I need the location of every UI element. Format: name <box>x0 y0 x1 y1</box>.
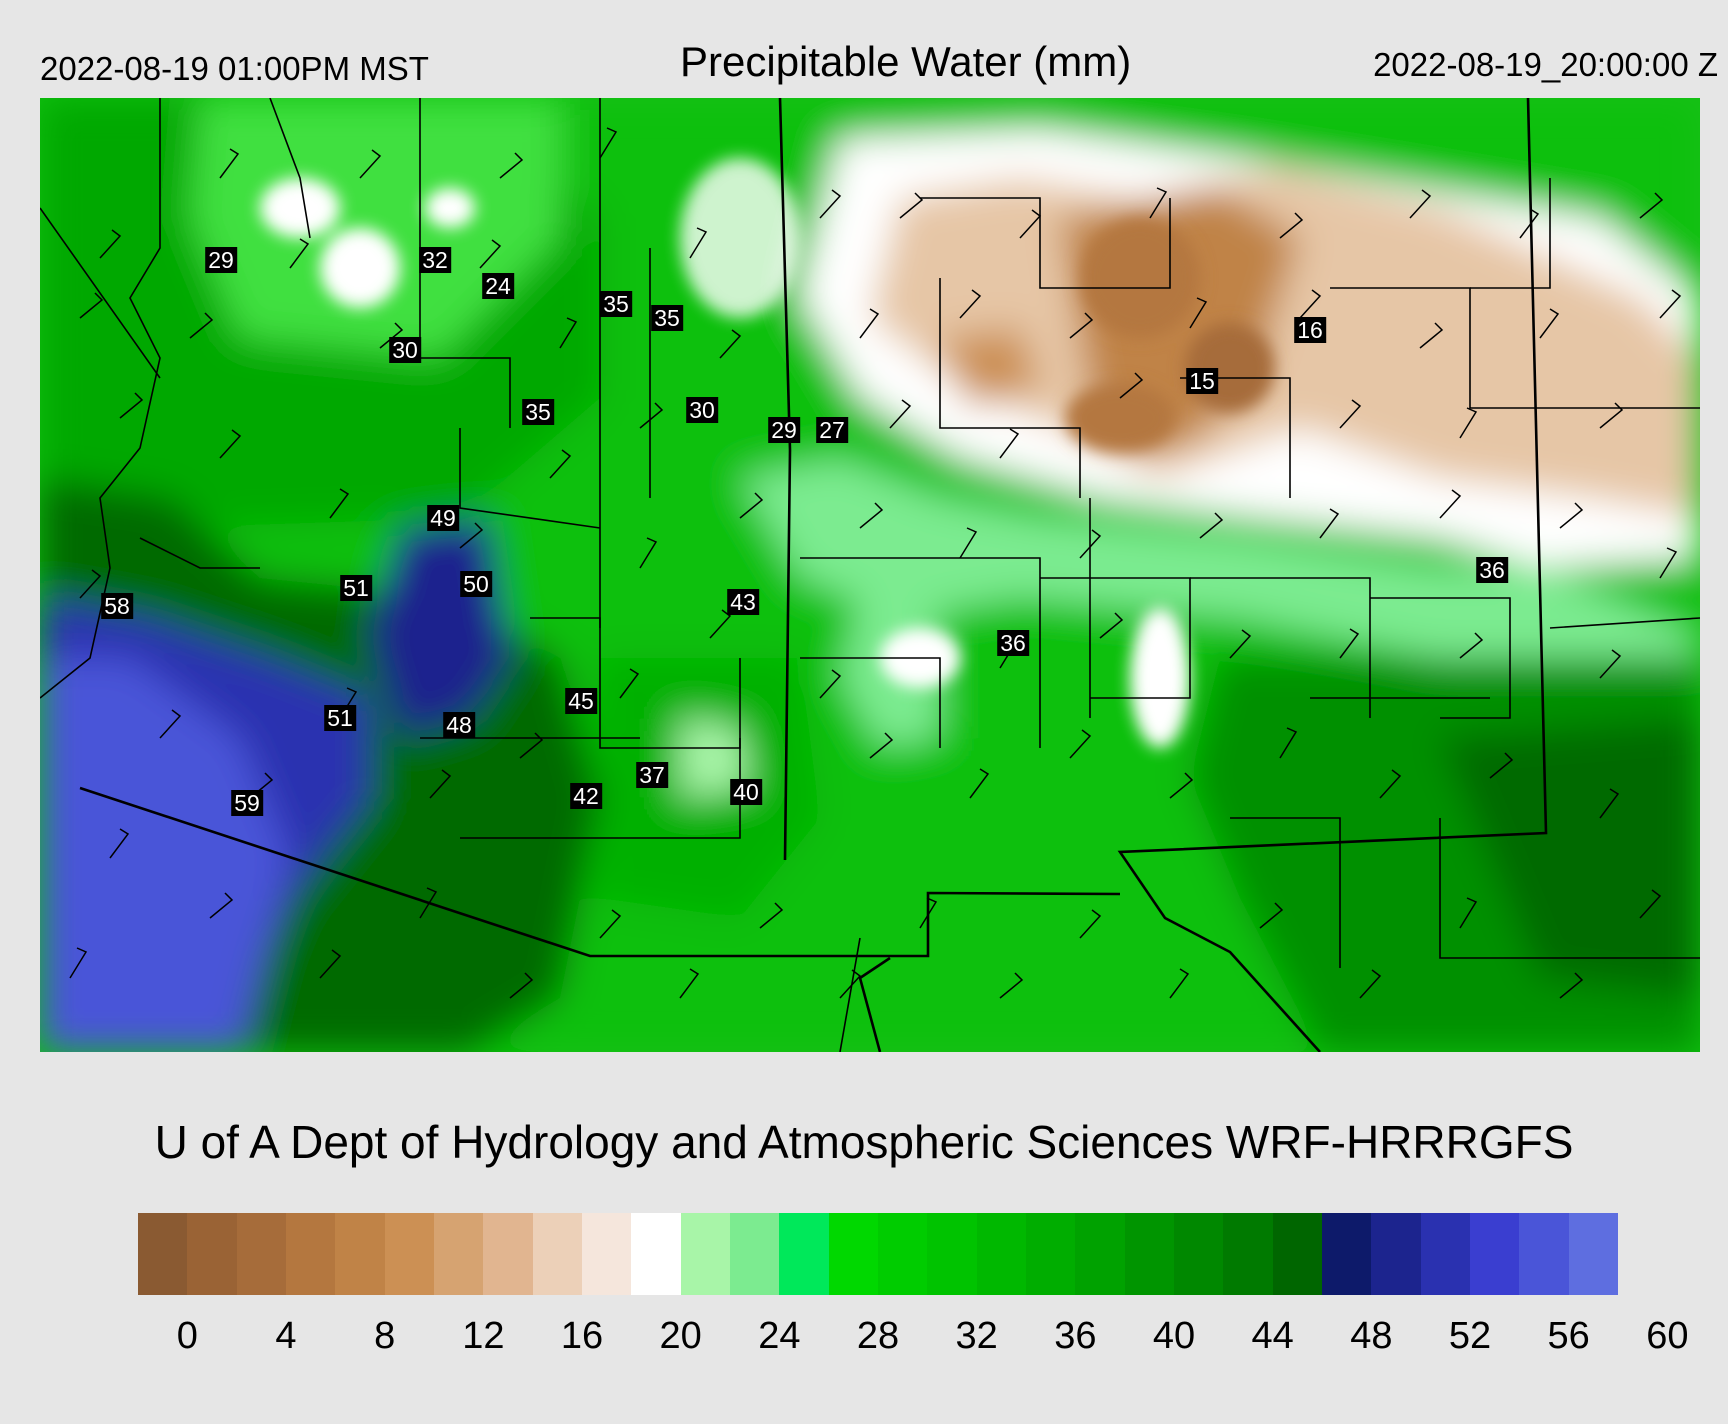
station-value: 37 <box>636 762 668 788</box>
colorbar-tick-label: 52 <box>1448 1315 1492 1357</box>
colorbar-swatch <box>532 1213 582 1295</box>
colorbar-tick-label: 60 <box>1646 1315 1689 1357</box>
colorbar-tick-label: 44 <box>1251 1315 1294 1357</box>
colorbar-tick-label: 0 <box>176 1315 198 1357</box>
station-value: 36 <box>1476 557 1508 583</box>
colorbar-swatch <box>285 1213 336 1295</box>
wind-barbs <box>69 127 1682 999</box>
colorbar-swatch <box>187 1213 237 1295</box>
colorbar-swatch <box>1568 1213 1618 1295</box>
colorbar-ticks: 0 4 8 12 16 20 24 28 32 36 40 44 48 52 56 60 <box>138 1315 1689 1357</box>
colorbar-swatch <box>1272 1213 1322 1295</box>
station-value: 58 <box>101 593 133 619</box>
station-value: 49 <box>427 505 459 531</box>
station-value: 48 <box>443 712 475 738</box>
colorbar-swatch <box>384 1213 434 1295</box>
station-value: 15 <box>1186 368 1218 394</box>
colorbar-swatch <box>1075 1213 1125 1295</box>
colorbar-tick-label: 28 <box>856 1315 900 1357</box>
precipitable-water-map: 29 32 24 35 35 30 35 30 29 27 16 15 49 51 50 58 43 36 36 45… <box>40 98 1700 1052</box>
station-value: 43 <box>727 589 759 615</box>
colorbar-tick-label: 20 <box>659 1315 702 1357</box>
colorbar-swatch <box>779 1213 829 1295</box>
colorbar-swatch <box>1173 1213 1224 1295</box>
colorbar-swatch <box>1321 1213 1372 1295</box>
colorbar-tick-label: 40 <box>1152 1315 1196 1357</box>
station-value: 51 <box>324 705 356 731</box>
county-boundaries <box>40 98 1700 1052</box>
colorbar-tick-label: 36 <box>1054 1315 1097 1357</box>
map-title: Precipitable Water (mm) <box>680 38 1132 85</box>
colorbar-swatch <box>1025 1213 1076 1295</box>
station-value: 59 <box>231 790 263 816</box>
station-value: 30 <box>686 397 718 423</box>
colorbar-swatch <box>1124 1213 1174 1295</box>
colorbar-tick-label: 56 <box>1547 1315 1590 1357</box>
station-value: 50 <box>460 571 492 597</box>
colorbar-swatch <box>1519 1213 1569 1295</box>
colorbar-tick-label: 32 <box>955 1315 998 1357</box>
colorbar-tick-label: 12 <box>462 1315 505 1357</box>
colorbar-swatch <box>927 1213 977 1295</box>
colorbar-swatch <box>138 1213 188 1295</box>
station-value: 27 <box>816 417 848 443</box>
station-value: 32 <box>419 247 451 273</box>
station-value: 35 <box>651 305 683 331</box>
station-value: 16 <box>1294 317 1326 343</box>
colorbar-swatch <box>631 1213 681 1295</box>
colorbar-swatch <box>680 1213 730 1295</box>
colorbar-tick-label: 48 <box>1350 1315 1393 1357</box>
colorbar-swatch <box>581 1213 632 1295</box>
colorbar-swatch <box>877 1213 928 1295</box>
station-value: 40 <box>730 779 762 805</box>
colorbar-tick-label: 4 <box>275 1315 297 1357</box>
credit-line: U of A Dept of Hydrology and Atmospheric… <box>154 1116 1574 1168</box>
colorbar-swatch <box>433 1213 484 1295</box>
map-field <box>40 98 1700 1052</box>
colorbar-swatch <box>828 1213 878 1295</box>
station-value: 24 <box>482 273 514 299</box>
colorbar-swatch <box>1469 1213 1520 1295</box>
station-value: 36 <box>997 630 1029 656</box>
station-value: 30 <box>389 337 421 363</box>
colorbar-swatch <box>1371 1213 1421 1295</box>
colorbar <box>138 1213 1618 1295</box>
colorbar-swatch <box>335 1213 385 1295</box>
colorbar-swatch <box>1223 1213 1273 1295</box>
colorbar-swatch <box>976 1213 1026 1295</box>
colorbar-tick-label: 24 <box>758 1315 801 1357</box>
colorbar-swatch <box>1420 1213 1470 1295</box>
station-value: 51 <box>340 575 372 601</box>
colorbar-swatch <box>729 1213 780 1295</box>
station-value: 35 <box>522 399 554 425</box>
colorbar-tick-label: 16 <box>560 1315 604 1357</box>
station-value: 42 <box>570 783 602 809</box>
station-value: 45 <box>565 688 597 714</box>
colorbar-swatch <box>236 1213 286 1295</box>
station-value: 35 <box>600 291 632 317</box>
state-boundaries <box>79 98 1548 1052</box>
colorbar-swatch <box>483 1213 533 1295</box>
valid-time-local: 2022-08-19 01:00PM MST <box>40 50 429 87</box>
moisture-field <box>40 98 1700 1052</box>
valid-time-utc: 2022-08-19_20:00:00 Z <box>1373 46 1718 83</box>
colorbar-tick-label: 8 <box>374 1315 396 1357</box>
station-value: 29 <box>768 417 800 443</box>
station-value: 29 <box>205 247 237 273</box>
